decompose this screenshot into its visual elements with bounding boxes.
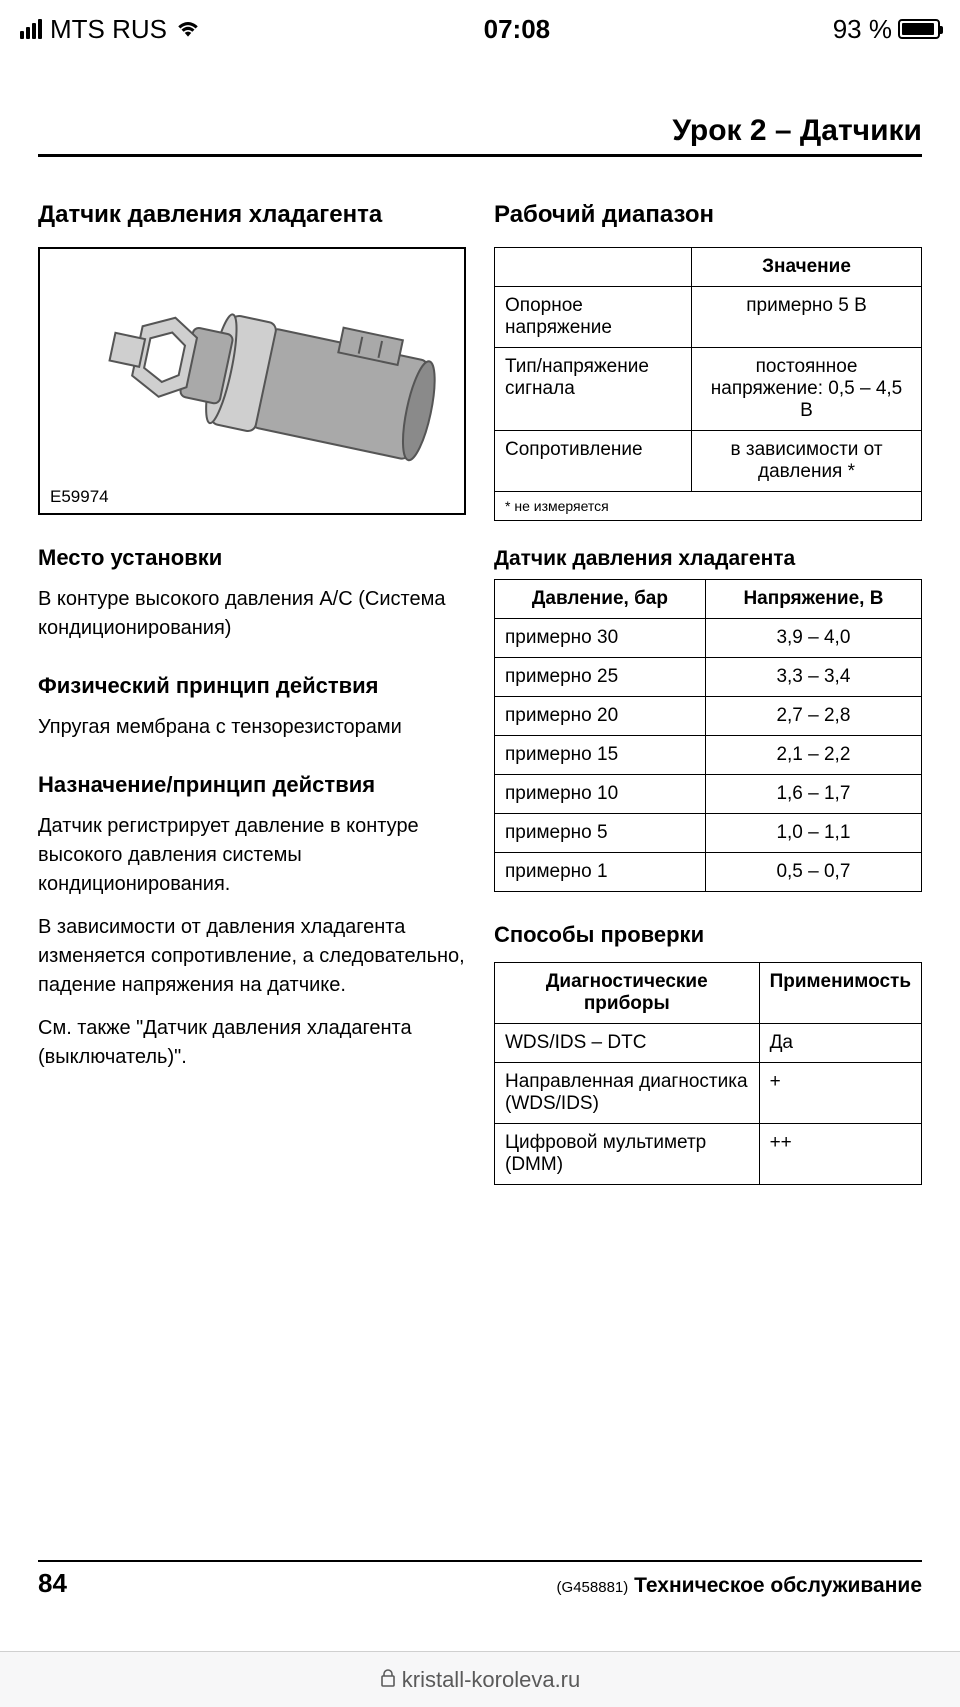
page-footer: 84 (G458881) Техническое обслуживание (0, 1560, 960, 1599)
document-page: Урок 2 – Датчики Датчик давления хладаге… (0, 54, 960, 1185)
carrier-label: MTS RUS (50, 14, 167, 45)
pressure-v: 3,3 – 3,4 (705, 658, 921, 697)
methods-apply: ++ (759, 1124, 921, 1185)
pressure-head-v: Напряжение, В (705, 580, 921, 619)
figure-label: E59974 (40, 481, 464, 513)
pressure-p: примерно 1 (495, 853, 706, 892)
range-header-value: Значение (692, 248, 922, 287)
sensor-illustration (40, 249, 464, 481)
range-label: Сопротивление (495, 431, 692, 492)
pressure-table: Давление, бар Напряжение, В примерно 30 … (494, 579, 922, 892)
right-column: Рабочий диапазон Значение Опорное напряж… (494, 201, 922, 1185)
page-header: Урок 2 – Датчики (38, 114, 922, 157)
range-label: Тип/напряжение сигнала (495, 348, 692, 431)
table-row: примерно 20 2,7 – 2,8 (495, 697, 922, 736)
table-row: примерно 25 3,3 – 3,4 (495, 658, 922, 697)
range-label: Опорное напряжение (495, 287, 692, 348)
page-number: 84 (38, 1568, 67, 1599)
lock-icon (380, 1667, 396, 1693)
methods-rows: WDS/IDS – DTC Да Направленная диагностик… (495, 1024, 922, 1185)
battery-pct: 93 % (833, 14, 892, 45)
methods-apply: + (759, 1063, 921, 1124)
pressure-v: 2,7 – 2,8 (705, 697, 921, 736)
figure-box: E59974 (38, 247, 466, 515)
pressure-p: примерно 20 (495, 697, 706, 736)
heading-methods: Способы проверки (494, 922, 922, 948)
footer-title: Техническое обслуживание (634, 1574, 922, 1597)
cellular-signal-icon (20, 19, 42, 39)
heading-location: Место установки (38, 545, 466, 571)
status-right: 93 % (833, 14, 940, 45)
wifi-icon (175, 14, 201, 45)
pressure-p: примерно 5 (495, 814, 706, 853)
pressure-v: 3,9 – 4,0 (705, 619, 921, 658)
methods-head-apply: Применимость (759, 963, 921, 1024)
table-row: Направленная диагностика (WDS/IDS) + (495, 1063, 922, 1124)
range-table: Значение Опорное напряжение примерно 5 В… (494, 247, 922, 521)
purpose-p2: В зависимости от давления хладагента изм… (38, 913, 466, 1000)
range-footnote: * не измеряется (495, 492, 922, 521)
pressure-p: примерно 10 (495, 775, 706, 814)
location-text: В контуре высокого давления A/C (Система… (38, 585, 466, 643)
clock: 07:08 (484, 14, 551, 45)
pressure-p: примерно 30 (495, 619, 706, 658)
purpose-p3: См. также "Датчик давления хладагента (в… (38, 1014, 466, 1072)
purpose-p1: Датчик регистрирует давление в контуре в… (38, 812, 466, 899)
principle-text: Упругая мембрана с тензорезисторами (38, 713, 466, 742)
pressure-caption: Датчик давления хладагента (494, 547, 922, 571)
table-row: примерно 5 1,0 – 1,1 (495, 814, 922, 853)
main-title: Датчик давления хладагента (38, 201, 466, 229)
range-value: примерно 5 В (692, 287, 922, 348)
status-left: MTS RUS (20, 14, 201, 45)
range-rows: Опорное напряжение примерно 5 В Тип/напр… (495, 287, 922, 492)
table-row: Цифровой мультиметр (DMM) ++ (495, 1124, 922, 1185)
range-value: постоянное напряжение: 0,5 – 4,5 В (692, 348, 922, 431)
methods-tool: Направленная диагностика (WDS/IDS) (495, 1063, 760, 1124)
table-row: примерно 30 3,9 – 4,0 (495, 619, 922, 658)
methods-table: Диагностические приборы Применимость WDS… (494, 962, 922, 1185)
methods-apply: Да (759, 1024, 921, 1063)
url-label[interactable]: kristall-koroleva.ru (402, 1667, 581, 1693)
status-bar: MTS RUS 07:08 93 % (0, 0, 960, 54)
methods-head-tool: Диагностические приборы (495, 963, 760, 1024)
table-row: WDS/IDS – DTC Да (495, 1024, 922, 1063)
table-row: Сопротивление в зависимости от давления … (495, 431, 922, 492)
left-column: Датчик давления хладагента (38, 201, 466, 1185)
content-columns: Датчик давления хладагента (38, 201, 922, 1185)
pressure-p: примерно 25 (495, 658, 706, 697)
pressure-v: 1,0 – 1,1 (705, 814, 921, 853)
pressure-head-p: Давление, бар (495, 580, 706, 619)
heading-principle: Физический принцип действия (38, 673, 466, 699)
table-row: примерно 10 1,6 – 1,7 (495, 775, 922, 814)
table-row: примерно 1 0,5 – 0,7 (495, 853, 922, 892)
browser-bottom-bar[interactable]: kristall-koroleva.ru (0, 1651, 960, 1707)
heading-purpose: Назначение/принцип действия (38, 772, 466, 798)
footer-code: (G458881) (557, 1579, 629, 1596)
methods-tool: WDS/IDS – DTC (495, 1024, 760, 1063)
table-row: примерно 15 2,1 – 2,2 (495, 736, 922, 775)
range-value: в зависимости от давления * (692, 431, 922, 492)
pressure-p: примерно 15 (495, 736, 706, 775)
pressure-v: 2,1 – 2,2 (705, 736, 921, 775)
heading-range: Рабочий диапазон (494, 201, 922, 229)
pressure-v: 0,5 – 0,7 (705, 853, 921, 892)
table-row: Тип/напряжение сигнала постоянное напряж… (495, 348, 922, 431)
pressure-v: 1,6 – 1,7 (705, 775, 921, 814)
table-row: Опорное напряжение примерно 5 В (495, 287, 922, 348)
methods-tool: Цифровой мультиметр (DMM) (495, 1124, 760, 1185)
battery-icon (898, 19, 940, 39)
pressure-rows: примерно 30 3,9 – 4,0 примерно 25 3,3 – … (495, 619, 922, 892)
